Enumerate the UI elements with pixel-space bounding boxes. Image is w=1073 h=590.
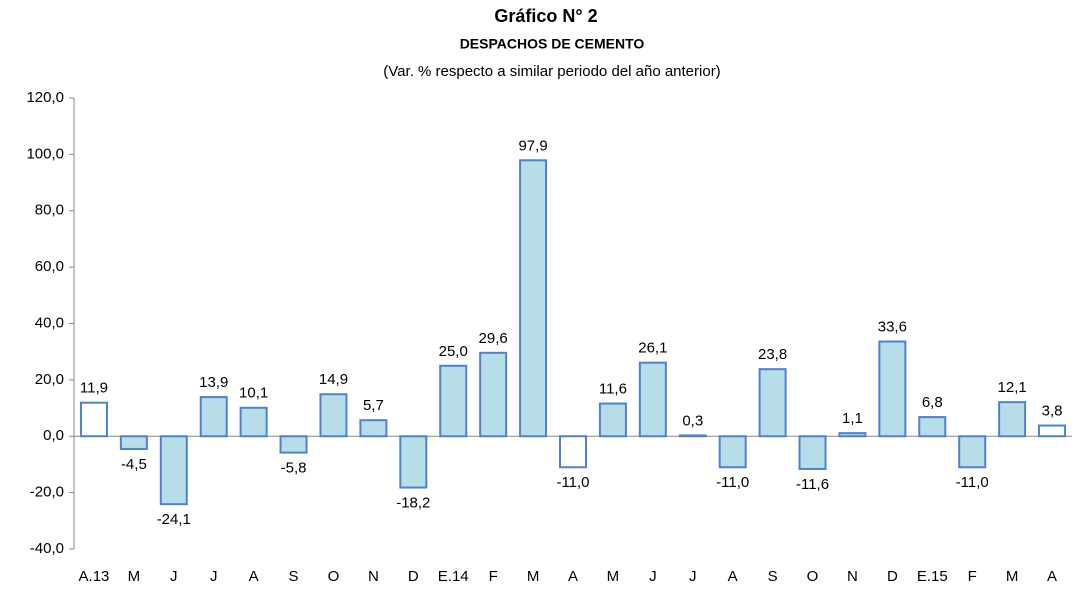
value-label: 11,9	[80, 380, 108, 397]
y-tick-label: -20,0	[30, 484, 64, 501]
bar	[758, 368, 787, 438]
y-tick-label: 20,0	[35, 371, 64, 388]
value-label: 11,6	[599, 381, 627, 398]
x-tick-label: O	[807, 568, 819, 585]
bar	[1038, 424, 1067, 438]
x-tick-label: N	[847, 568, 858, 585]
bar	[559, 435, 587, 469]
x-tick-label: D	[408, 568, 419, 585]
value-label: -11,0	[556, 474, 589, 491]
bar	[598, 402, 627, 438]
y-tick-label: 100,0	[26, 145, 64, 162]
bar	[638, 361, 667, 438]
bar	[199, 396, 228, 438]
x-tick-label: A	[249, 568, 259, 585]
bar	[718, 435, 747, 469]
value-label: 29,6	[479, 330, 508, 347]
value-label: -5,8	[281, 460, 307, 477]
value-label: -11,0	[956, 474, 989, 491]
x-tick-label: N	[368, 568, 379, 585]
x-tick-label: M	[128, 568, 141, 585]
chart-title: Gráfico N° 2	[494, 6, 597, 26]
x-tick-label: A	[1047, 568, 1057, 585]
bar	[838, 432, 867, 438]
bar	[159, 435, 188, 506]
value-label: 0,3	[682, 412, 703, 429]
bar	[359, 419, 388, 438]
value-label: -18,2	[396, 495, 430, 512]
x-tick-label: F	[968, 568, 977, 585]
value-label: 33,6	[878, 319, 907, 336]
value-label: 14,9	[319, 371, 348, 388]
x-tick-label: J	[649, 568, 657, 585]
y-tick-label: 60,0	[35, 258, 64, 275]
bar	[439, 364, 468, 438]
chart-note: (Var. % respecto a similar periodo del a…	[383, 63, 720, 80]
x-tick-label: M	[527, 568, 540, 585]
value-label: 3,8	[1042, 403, 1063, 420]
bar	[399, 435, 428, 489]
bar	[958, 435, 987, 469]
value-label: 25,0	[439, 343, 468, 360]
y-tick-label: -40,0	[30, 540, 64, 557]
value-label: 26,1	[638, 340, 667, 357]
value-label: -11,6	[796, 476, 829, 493]
x-tick-label: M	[1006, 568, 1019, 585]
x-tick-label: M	[607, 568, 620, 585]
y-tick-label: 0,0	[43, 427, 64, 444]
value-label: 23,8	[758, 346, 787, 363]
value-label: 10,1	[239, 385, 268, 402]
y-tick-label: 40,0	[35, 314, 64, 331]
bar	[239, 406, 268, 438]
x-tick-label: E.14	[438, 568, 469, 585]
x-tick-label: A.13	[79, 568, 110, 585]
value-label: 97,9	[518, 137, 547, 154]
value-label: -24,1	[157, 511, 191, 528]
bar	[678, 434, 707, 438]
x-tick-label: A	[728, 568, 738, 585]
x-tick-label: D	[887, 568, 898, 585]
x-tick-label: A	[568, 568, 578, 585]
x-tick-label: E.15	[917, 568, 948, 585]
bar	[319, 393, 348, 438]
x-tick-label: J	[210, 568, 218, 585]
bar	[878, 340, 907, 438]
x-tick-label: J	[689, 568, 697, 585]
value-label: 6,8	[922, 394, 943, 411]
x-tick-label: J	[170, 568, 178, 585]
y-tick-label: 120,0	[26, 89, 64, 106]
x-tick-label: O	[328, 568, 340, 585]
x-tick-label: F	[489, 568, 498, 585]
value-label: 13,9	[199, 374, 228, 391]
bar	[479, 351, 508, 438]
chart-subtitle: DESPACHOS DE CEMENTO	[460, 36, 645, 52]
y-tick-label: 80,0	[35, 202, 64, 219]
value-label: -4,5	[121, 456, 147, 473]
value-label: 1,1	[842, 410, 863, 427]
x-tick-label: S	[768, 568, 778, 585]
bar	[119, 435, 148, 450]
value-label: -11,0	[716, 474, 749, 491]
bar	[998, 401, 1027, 438]
bar	[279, 435, 308, 454]
x-tick-label: S	[289, 568, 299, 585]
bar	[798, 435, 827, 470]
bar	[519, 159, 548, 438]
value-label: 5,7	[363, 397, 384, 414]
bar	[918, 416, 947, 438]
value-label: 12,1	[998, 379, 1027, 396]
bar	[79, 401, 108, 438]
